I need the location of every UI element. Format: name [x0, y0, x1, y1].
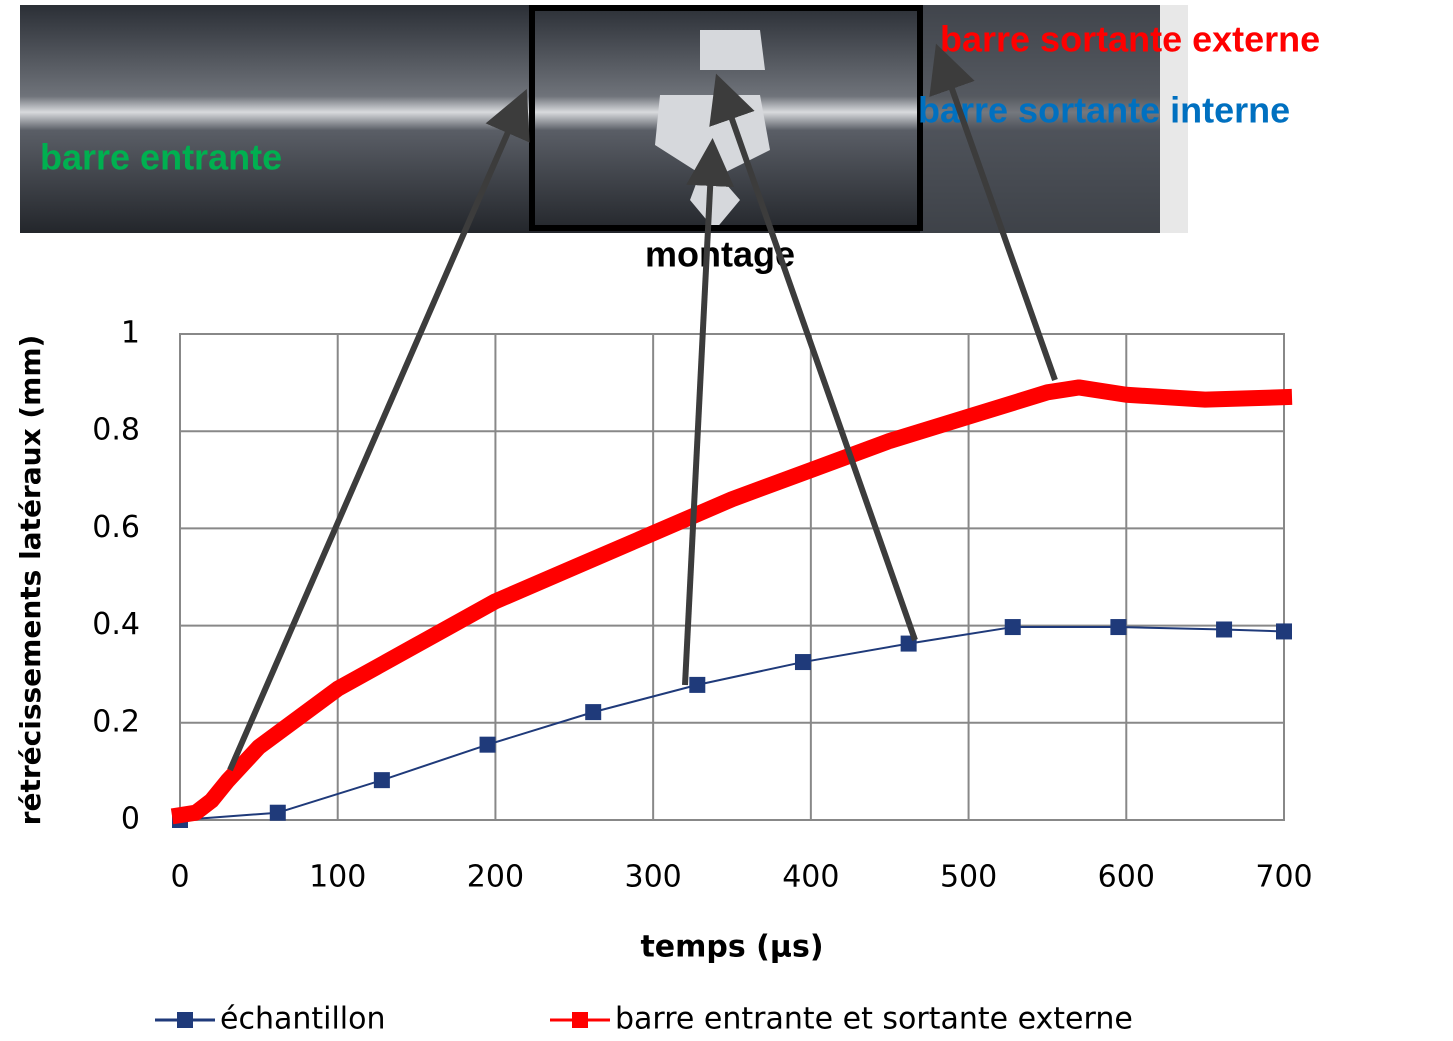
marker: [794, 654, 811, 671]
x-tick-label: 400: [782, 860, 839, 895]
x-tick-label: 500: [940, 860, 997, 895]
marker: [1004, 619, 1021, 636]
annotation: barre sortante interne: [918, 90, 1290, 131]
legend-label: échantillon: [220, 1002, 386, 1037]
y-tick-label: 0.4: [92, 607, 140, 642]
legend-label: barre entrante et sortante externe: [615, 1002, 1133, 1037]
y-tick-label: 1: [121, 316, 140, 351]
marker: [1110, 619, 1127, 636]
x-tick-label: 700: [1255, 860, 1312, 895]
x-tick-label: 300: [625, 860, 682, 895]
y-tick-label: 0.6: [92, 510, 140, 545]
x-tick-label: 200: [467, 860, 524, 895]
y-tick-label: 0: [121, 802, 140, 837]
marker: [269, 804, 286, 821]
marker: [1216, 621, 1233, 638]
annotation: barre entrante: [40, 137, 282, 178]
y-axis-label: rétrécissements latéraux (mm): [14, 335, 47, 826]
series-line: [178, 626, 1286, 822]
plot-area: [179, 333, 1285, 821]
x-tick-label: 0: [170, 860, 189, 895]
y-tick-label: 0.2: [92, 704, 140, 739]
annotation: montage: [645, 234, 795, 275]
annotation: barre sortante externe: [940, 19, 1320, 60]
marker: [585, 704, 602, 721]
marker: [479, 736, 496, 753]
x-axis-label: temps (µs): [640, 930, 823, 965]
arrows: [227, 43, 1058, 772]
series-line: [170, 379, 1293, 825]
legend-marker: [177, 1012, 193, 1028]
plot: 0 0.2 0.4 0.6 0.8 1 0 100 200 300 400 500 600 700: [92, 316, 1312, 895]
x-tick-label: 100: [309, 860, 366, 895]
photo: [20, 5, 1188, 233]
legend-marker: [572, 1012, 588, 1028]
marker: [373, 772, 390, 789]
marker: [689, 676, 706, 693]
y-tick-label: 0.8: [92, 413, 140, 448]
marker: [1276, 623, 1292, 640]
x-tick-label: 600: [1098, 860, 1155, 895]
